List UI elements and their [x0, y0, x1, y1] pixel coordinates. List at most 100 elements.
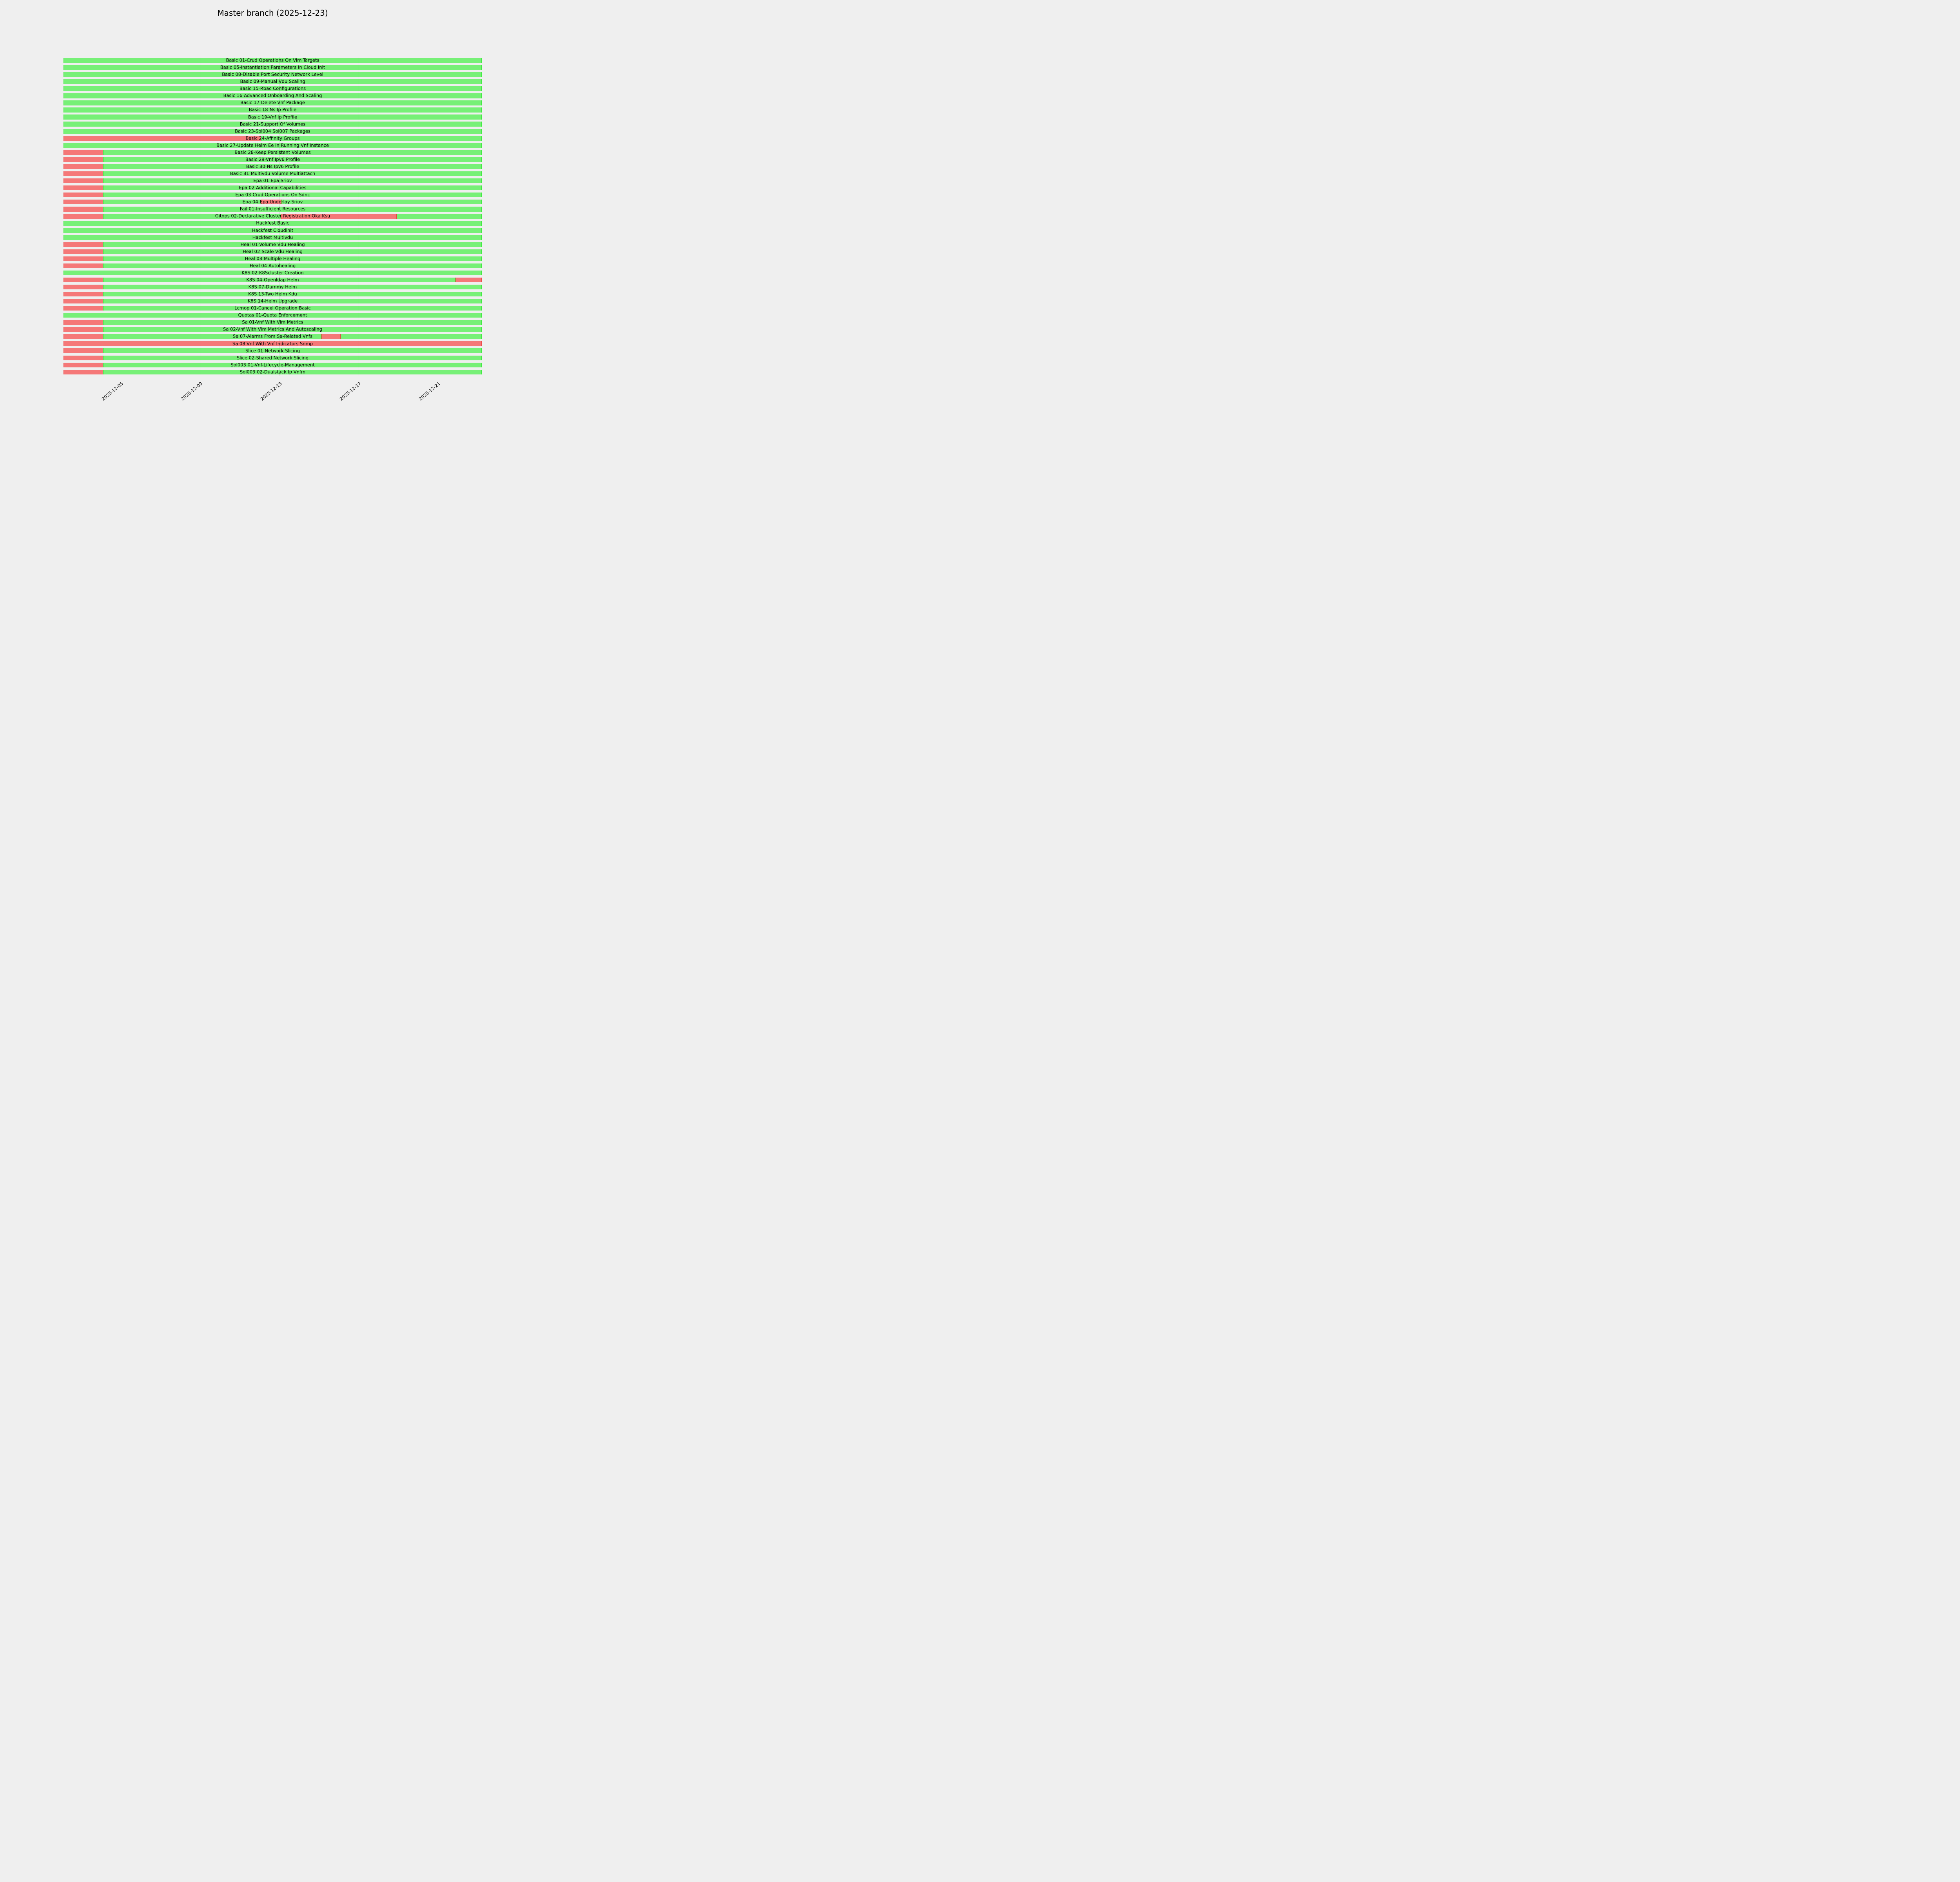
- row-label: Gitops 02-Declarative Cluster Registrati…: [215, 213, 330, 219]
- timeline-row: Basic 27-Update Helm Ee In Running Vnf I…: [64, 142, 482, 149]
- timeline-row: Basic 15-Rbac Configurations: [64, 85, 482, 92]
- bar-segment-pass: [103, 193, 482, 198]
- row-label: Basic 27-Update Helm Ee In Running Vnf I…: [216, 142, 329, 148]
- x-axis-tick-labels: 2025-12-05 2025-12-09 2025-12-13 2025-12-17…: [64, 376, 482, 411]
- row-label: Sol003 01-Vnf-Lifecycle-Management: [230, 362, 315, 368]
- bar-segment-fail: [64, 306, 103, 311]
- timeline-row: K8S 02-K8Scluster Creation: [64, 269, 482, 276]
- bar-segment-pass: [64, 129, 482, 134]
- bar-segment-fail: [64, 341, 482, 346]
- bar-segment-pass: [64, 228, 482, 233]
- row-label: Basic 09-Manual Vdu Scaling: [240, 78, 305, 84]
- bar-segment-pass: [64, 143, 482, 148]
- bar-segment-pass: [103, 291, 482, 297]
- bar-segment-fail: [64, 150, 103, 155]
- timeline-row: Quotas 01-Quota Enforcement: [64, 312, 482, 319]
- bar-segment-fail: [64, 256, 103, 261]
- bar-segment-pass: [103, 327, 482, 332]
- row-label: Basic 28-Keep Persistent Volumes: [234, 149, 311, 155]
- bar-segment-pass: [64, 107, 482, 113]
- timeline-row: Sol003 01-Vnf-Lifecycle-Management: [64, 362, 482, 369]
- bar-segment-pass: [103, 178, 482, 183]
- bar-segment-fail: [64, 369, 103, 374]
- bar-segment-fail: [64, 263, 103, 268]
- row-label: Heal 02-Scale Vdu Healing: [243, 249, 303, 254]
- row-label: K8S 13-Two Helm Kdu: [248, 291, 297, 297]
- bar-segment-fail: [64, 242, 103, 247]
- bar-segment-pass: [103, 263, 482, 268]
- bar-segment-pass: [64, 72, 482, 77]
- row-label: Sa 02-Vnf With Vim Metrics And Autoscali…: [223, 326, 322, 332]
- bar-segment-pass: [396, 214, 482, 219]
- timeline-row: Hackfest Cloudinit: [64, 227, 482, 234]
- timeline-row: Heal 04-Autohealing: [64, 262, 482, 269]
- bar-segment-fail: [321, 334, 341, 339]
- row-label: Heal 03-Multiple Healing: [245, 256, 301, 262]
- bar-segment-pass: [64, 58, 482, 63]
- row-label: Hackfest Basic: [256, 220, 289, 226]
- bar-segment-pass: [103, 320, 482, 325]
- bar-segment-pass: [103, 362, 482, 367]
- bar-segment-fail: [64, 200, 103, 205]
- row-label: Basic 23-Sol004 Sol007 Packages: [235, 128, 310, 134]
- row-label: Slice 01-Network Slicing: [245, 348, 300, 354]
- bar-segment-fail: [64, 348, 103, 353]
- bar-segment-fail: [64, 185, 103, 191]
- bar-segment-fail: [64, 362, 103, 367]
- row-label: Heal 04-Autohealing: [249, 263, 296, 269]
- bar-segment-pass: [64, 114, 482, 120]
- timeline-row: Slice 01-Network Slicing: [64, 347, 482, 354]
- bar-segment-fail: [281, 214, 397, 219]
- bar-segment-fail: [64, 277, 103, 283]
- row-label: Sa 07-Alarms From Sa-Related Vnfs: [232, 334, 313, 340]
- row-label: Epa 03-Crud Operations On Sdnc: [235, 192, 310, 198]
- bar-segment-pass: [103, 348, 482, 353]
- timeline-row: Basic 24-Affinity Groups: [64, 135, 482, 142]
- timeline-row: K8S 04-Openldap Helm: [64, 276, 482, 283]
- bar-segment-pass: [64, 79, 482, 84]
- row-label: Basic 31-Multivdu Volume Multiattach: [230, 171, 316, 176]
- bar-segment-pass: [64, 100, 482, 105]
- bar-segment-fail: [64, 299, 103, 304]
- timeline-row: Heal 02-Scale Vdu Healing: [64, 248, 482, 255]
- timeline-row: Basic 16-Advanced Onboarding And Scaling: [64, 92, 482, 99]
- bar-segment-fail: [64, 355, 103, 360]
- bar-segment-pass: [103, 171, 482, 176]
- row-label: Epa 02-Additional Capabilities: [239, 185, 307, 191]
- row-label: Sa 08-Vnf With Vnf Indicators Snmp: [232, 341, 313, 347]
- row-label: Basic 29-Vnf Ipv6 Profile: [245, 156, 300, 162]
- x-tick-label: 2025-12-09: [180, 381, 203, 402]
- bar-segment-pass: [103, 284, 482, 290]
- row-label: Epa 01-Epa Sriov: [253, 178, 292, 183]
- timeline-row: Heal 01-Volume Vdu Healing: [64, 241, 482, 248]
- bar-segment-fail: [64, 320, 103, 325]
- bar-segment-pass: [103, 277, 456, 283]
- bar-segment-pass: [64, 313, 482, 318]
- bar-segment-fail: [261, 200, 281, 205]
- bar-segment-pass: [103, 355, 482, 360]
- bar-segment-fail: [455, 277, 482, 283]
- bar-segment-pass: [103, 207, 482, 212]
- row-label: K8S 14-Helm Upgrade: [247, 298, 298, 304]
- timeline-row: Basic 23-Sol004 Sol007 Packages: [64, 128, 482, 135]
- bar-segment-pass: [64, 65, 482, 70]
- row-label: Hackfest Multivdu: [252, 234, 293, 240]
- bar-segment-pass: [64, 235, 482, 240]
- timeline-row: Sa 01-Vnf With Vim Metrics: [64, 319, 482, 326]
- bar-segment-fail: [64, 327, 103, 332]
- timeline-row: Basic 01-Crud Operations On Vim Targets: [64, 57, 482, 64]
- timeline-row: Basic 28-Keep Persistent Volumes: [64, 149, 482, 156]
- x-tick-label: 2025-12-05: [100, 381, 124, 402]
- x-tick-label: 2025-12-13: [259, 381, 283, 402]
- row-label: Basic 15-Rbac Configurations: [239, 85, 306, 91]
- bar-segment-pass: [103, 369, 482, 374]
- bar-segment-fail: [64, 136, 261, 141]
- x-tick-label: 2025-12-17: [338, 381, 362, 402]
- bar-segment-fail: [64, 284, 103, 290]
- row-label: K8S 02-K8Scluster Creation: [241, 270, 304, 276]
- row-label: Sol003 02-Dualstack Ip Vnfm: [240, 369, 306, 375]
- bar-segment-pass: [64, 86, 482, 91]
- bar-segment-pass: [103, 214, 281, 219]
- row-label: Basic 16-Advanced Onboarding And Scaling: [223, 93, 322, 98]
- timeline-row: Sol003 02-Dualstack Ip Vnfm: [64, 369, 482, 376]
